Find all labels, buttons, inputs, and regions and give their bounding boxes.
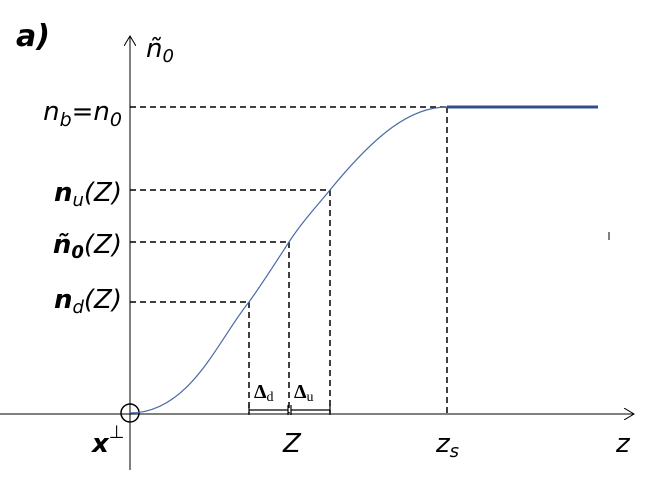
sub: d xyxy=(267,390,274,405)
x-axis-label: z xyxy=(615,429,631,459)
main: z xyxy=(435,429,451,459)
rest: (Z) xyxy=(84,230,122,260)
main: ñ xyxy=(146,34,162,64)
sup: ⊥ xyxy=(109,422,125,443)
y-label: nd(Z) xyxy=(54,285,122,318)
delta-u-bracket xyxy=(290,405,331,415)
sub: s xyxy=(450,441,459,462)
sub: u xyxy=(307,390,314,405)
guide-zs xyxy=(130,106,448,413)
main: n xyxy=(54,178,73,208)
panel-label: a) xyxy=(16,19,50,54)
y-label: ñ0(Z) xyxy=(53,230,122,263)
guide-n0 xyxy=(130,241,290,413)
main: n xyxy=(54,285,73,315)
sub: 0 xyxy=(110,109,122,131)
y-axis-label: ñ0 xyxy=(146,34,174,67)
rest: (Z) xyxy=(84,285,122,315)
delta-d-bracket xyxy=(248,405,289,415)
sub: u xyxy=(72,190,83,211)
main: ñ xyxy=(53,230,72,260)
main: Z xyxy=(282,429,302,459)
sub: d xyxy=(72,297,84,318)
main: Δ xyxy=(254,381,267,403)
guide-nu xyxy=(130,189,331,413)
guide-nd xyxy=(130,301,250,413)
y-label: nu(Z) xyxy=(54,178,122,211)
sub: 0 xyxy=(162,46,173,67)
sub: b xyxy=(60,109,72,131)
delta-label: Δd xyxy=(254,381,274,405)
rest: =n xyxy=(72,97,110,127)
rest: (Z) xyxy=(84,178,122,208)
delta-label: Δu xyxy=(294,381,314,405)
profile-curve xyxy=(129,106,448,414)
origin-label: x⊥ xyxy=(90,422,124,459)
y-label: nb=n0 xyxy=(43,97,122,131)
x-label: Z xyxy=(282,429,302,459)
main: Δ xyxy=(294,381,307,403)
sub: 0 xyxy=(71,242,84,263)
main: n xyxy=(43,97,59,127)
x-label: zs xyxy=(435,429,459,462)
main: x xyxy=(90,429,110,459)
